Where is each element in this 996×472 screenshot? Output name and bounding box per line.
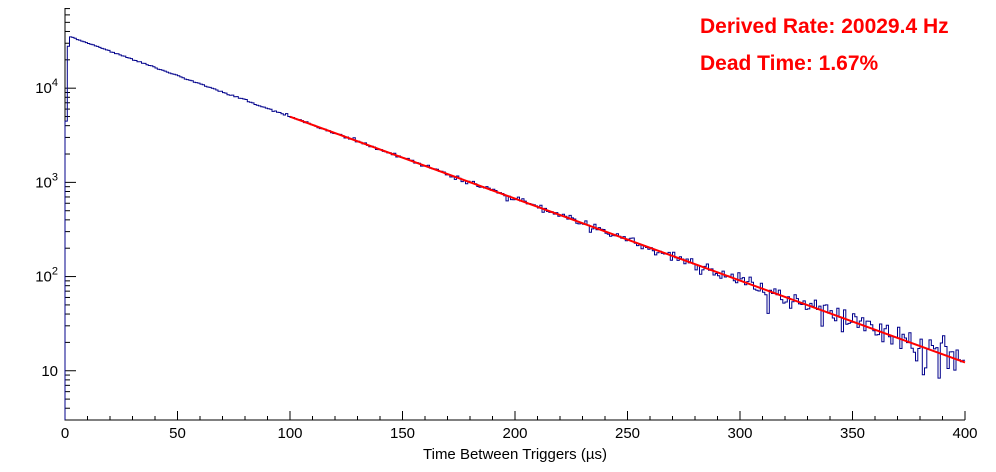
fit-line <box>289 115 966 364</box>
y-tick-label: 103 <box>35 171 58 191</box>
x-axis-label: Time Between Triggers (µs) <box>423 446 607 463</box>
x-tick-label: 300 <box>727 425 752 442</box>
y-tick-label: 10 <box>41 363 58 380</box>
x-tick-label: 50 <box>169 425 186 442</box>
x-tick-label: 250 <box>615 425 640 442</box>
x-tick-label: 200 <box>502 425 527 442</box>
annotation-block: Derived Rate: 20029.4 Hz Dead Time: 1.67… <box>700 8 949 82</box>
histogram-line <box>64 36 965 420</box>
y-tick-label: 102 <box>35 266 58 286</box>
dead-time-text: Dead Time: 1.67% <box>700 52 879 75</box>
x-tick-label: 150 <box>390 425 415 442</box>
x-tick-label: 400 <box>952 425 977 442</box>
x-tick-label: 100 <box>277 425 302 442</box>
y-tick-label: 104 <box>35 77 58 97</box>
derived-rate-text: Derived Rate: 20029.4 Hz <box>700 15 949 38</box>
x-tick-label: 0 <box>61 425 69 442</box>
x-tick-label: 350 <box>840 425 865 442</box>
